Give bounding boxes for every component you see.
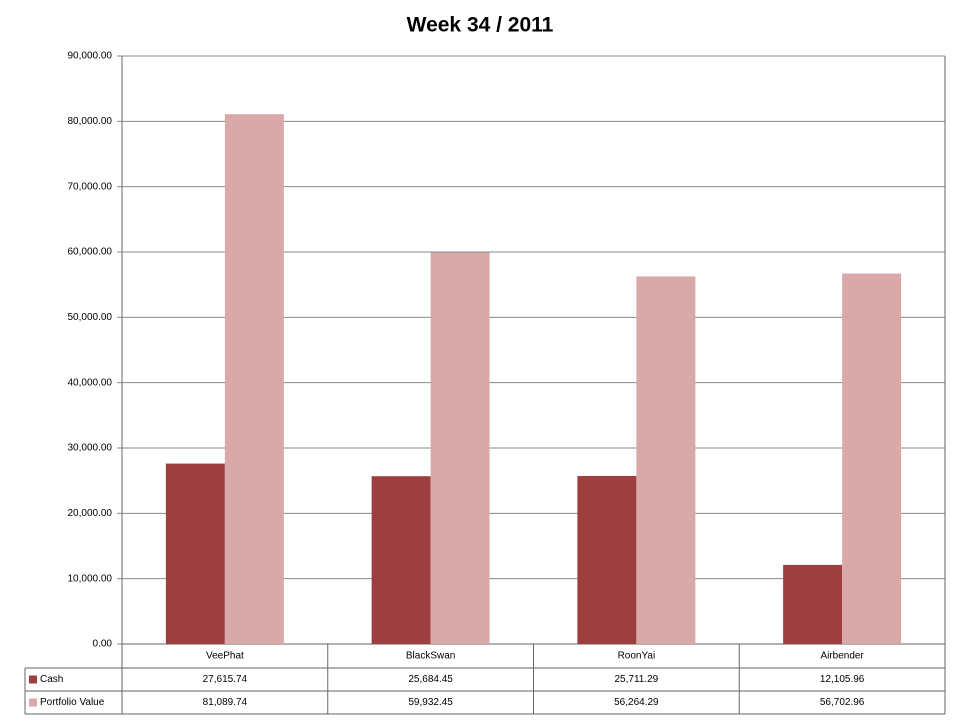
table-value: 25,684.45 — [408, 674, 453, 685]
bar — [636, 276, 696, 644]
chart-title: Week 34 / 2011 — [407, 14, 554, 37]
table-value: 12,105.96 — [820, 674, 865, 685]
y-tick-label: 90,000.00 — [68, 51, 113, 62]
legend-key — [29, 698, 37, 707]
y-tick-label: 10,000.00 — [68, 573, 113, 584]
bar — [371, 476, 431, 644]
x-tick-label: Airbender — [820, 651, 864, 662]
y-tick-label: 50,000.00 — [68, 312, 113, 323]
x-tick-label: RoonYai — [618, 651, 656, 662]
bar — [224, 114, 284, 645]
y-tick-label: 70,000.00 — [68, 181, 113, 192]
y-tick-label: 20,000.00 — [68, 508, 113, 519]
table-value: 59,932.45 — [408, 697, 453, 708]
legend-label: Portfolio Value — [40, 697, 105, 708]
legend-label: Cash — [40, 674, 63, 685]
x-tick-label: BlackSwan — [406, 651, 455, 662]
legend-key — [29, 675, 37, 684]
table-value: 56,264.29 — [614, 697, 659, 708]
bar — [165, 463, 225, 644]
y-tick-label: 0.00 — [93, 639, 113, 650]
bar — [783, 564, 843, 644]
y-tick-label: 40,000.00 — [68, 377, 113, 388]
bar — [842, 273, 902, 644]
bar — [577, 476, 637, 644]
table-value: 81,089.74 — [203, 697, 248, 708]
table-value: 25,711.29 — [615, 674, 659, 685]
table-value: 56,702.96 — [820, 697, 865, 708]
bar — [430, 252, 490, 644]
y-tick-label: 80,000.00 — [68, 116, 113, 127]
table-value: 27,615.74 — [203, 674, 248, 685]
y-tick-label: 60,000.00 — [68, 247, 113, 258]
x-tick-label: VeePhat — [206, 651, 244, 662]
y-tick-label: 30,000.00 — [68, 443, 113, 454]
